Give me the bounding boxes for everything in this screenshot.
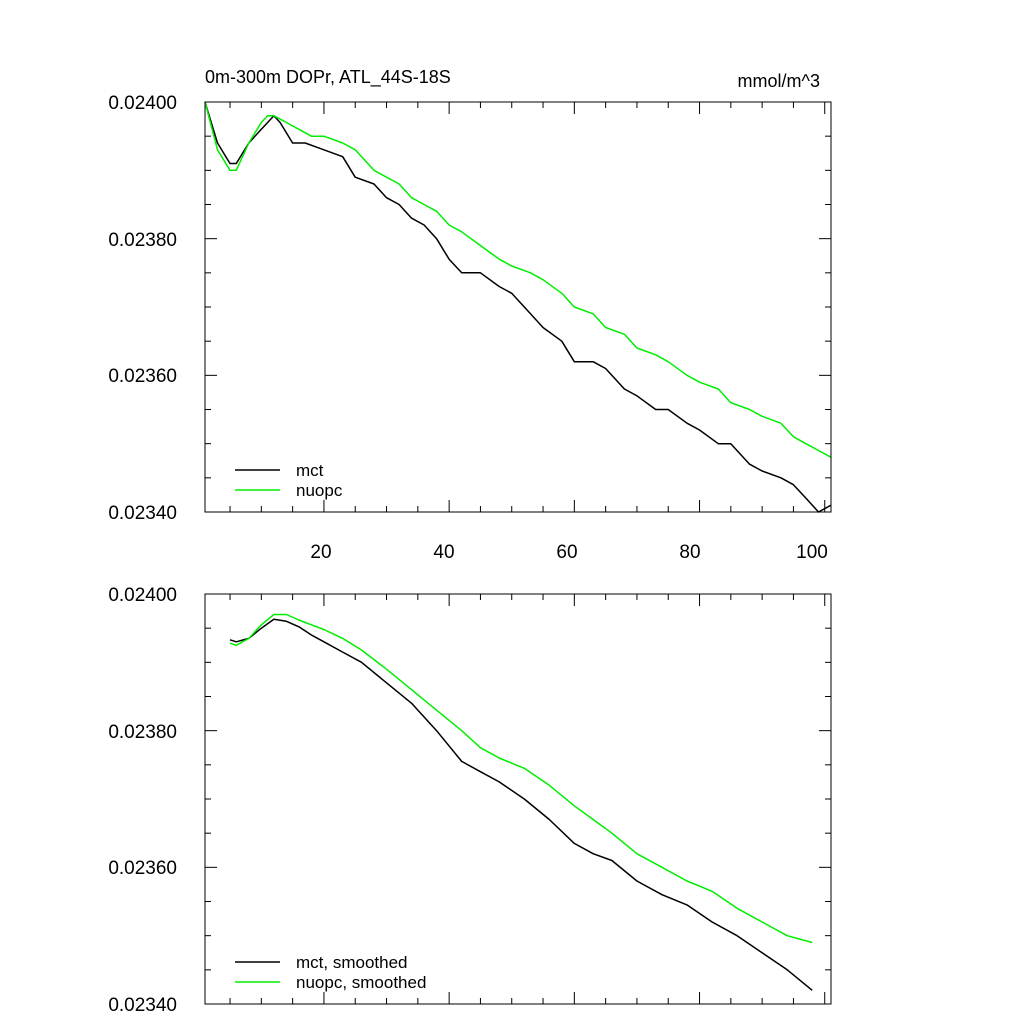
panel-1-ticks xyxy=(205,101,831,513)
panel-2: 0.02400 0.02380 0.02360 0.02340 mct, smo… xyxy=(108,585,832,1016)
panel-2-ytick-label-0.02360: 0.02360 xyxy=(108,858,177,879)
panel-2-ticks xyxy=(205,593,831,1005)
panel-1-line-nuopc xyxy=(204,101,832,458)
panel-1-xtick-label-100: 100 xyxy=(796,542,828,563)
panel-1-ytick-label-0.02380: 0.02380 xyxy=(108,230,177,251)
panel-1-ytick-label-0.02360: 0.02360 xyxy=(108,366,177,387)
panel-2-line-nuopc-smoothed xyxy=(229,613,813,944)
panel-1-plot-frame xyxy=(204,101,832,513)
panel-2-ytick-label-0.02340: 0.02340 xyxy=(108,995,177,1016)
panel-1-legend-label-mct: mct xyxy=(296,461,324,480)
panel-1-xtick-label-80: 80 xyxy=(679,542,700,563)
panel-1-units: mmol/m^3 xyxy=(738,71,820,91)
panel-2-line-mct-smoothed xyxy=(229,618,813,991)
panel-2-legend-label-nuopc: nuopc, smoothed xyxy=(296,973,426,992)
panel-1-xtick-label-40: 40 xyxy=(433,542,454,563)
panel-1-legend-label-nuopc: nuopc xyxy=(296,481,343,500)
panel-1-xtick-label-20: 20 xyxy=(310,542,331,563)
panel-2-plot-frame xyxy=(204,593,832,1005)
panel-1: 0m-300m DOPr, ATL_44S-18S mmol/m^3 0.024… xyxy=(108,67,832,563)
panel-1-line-mct xyxy=(204,101,832,513)
panel-1-ytick-label-0.02340: 0.02340 xyxy=(108,503,177,524)
panel-1-xtick-label-60: 60 xyxy=(556,542,577,563)
panel-2-legend-label-mct: mct, smoothed xyxy=(296,953,408,972)
panel-2-ytick-label-0.02400: 0.02400 xyxy=(108,585,177,606)
panel-2-ytick-label-0.02380: 0.02380 xyxy=(108,722,177,743)
panel-1-ytick-label-0.02400: 0.02400 xyxy=(108,93,177,114)
panel-1-title: 0m-300m DOPr, ATL_44S-18S xyxy=(205,67,451,88)
